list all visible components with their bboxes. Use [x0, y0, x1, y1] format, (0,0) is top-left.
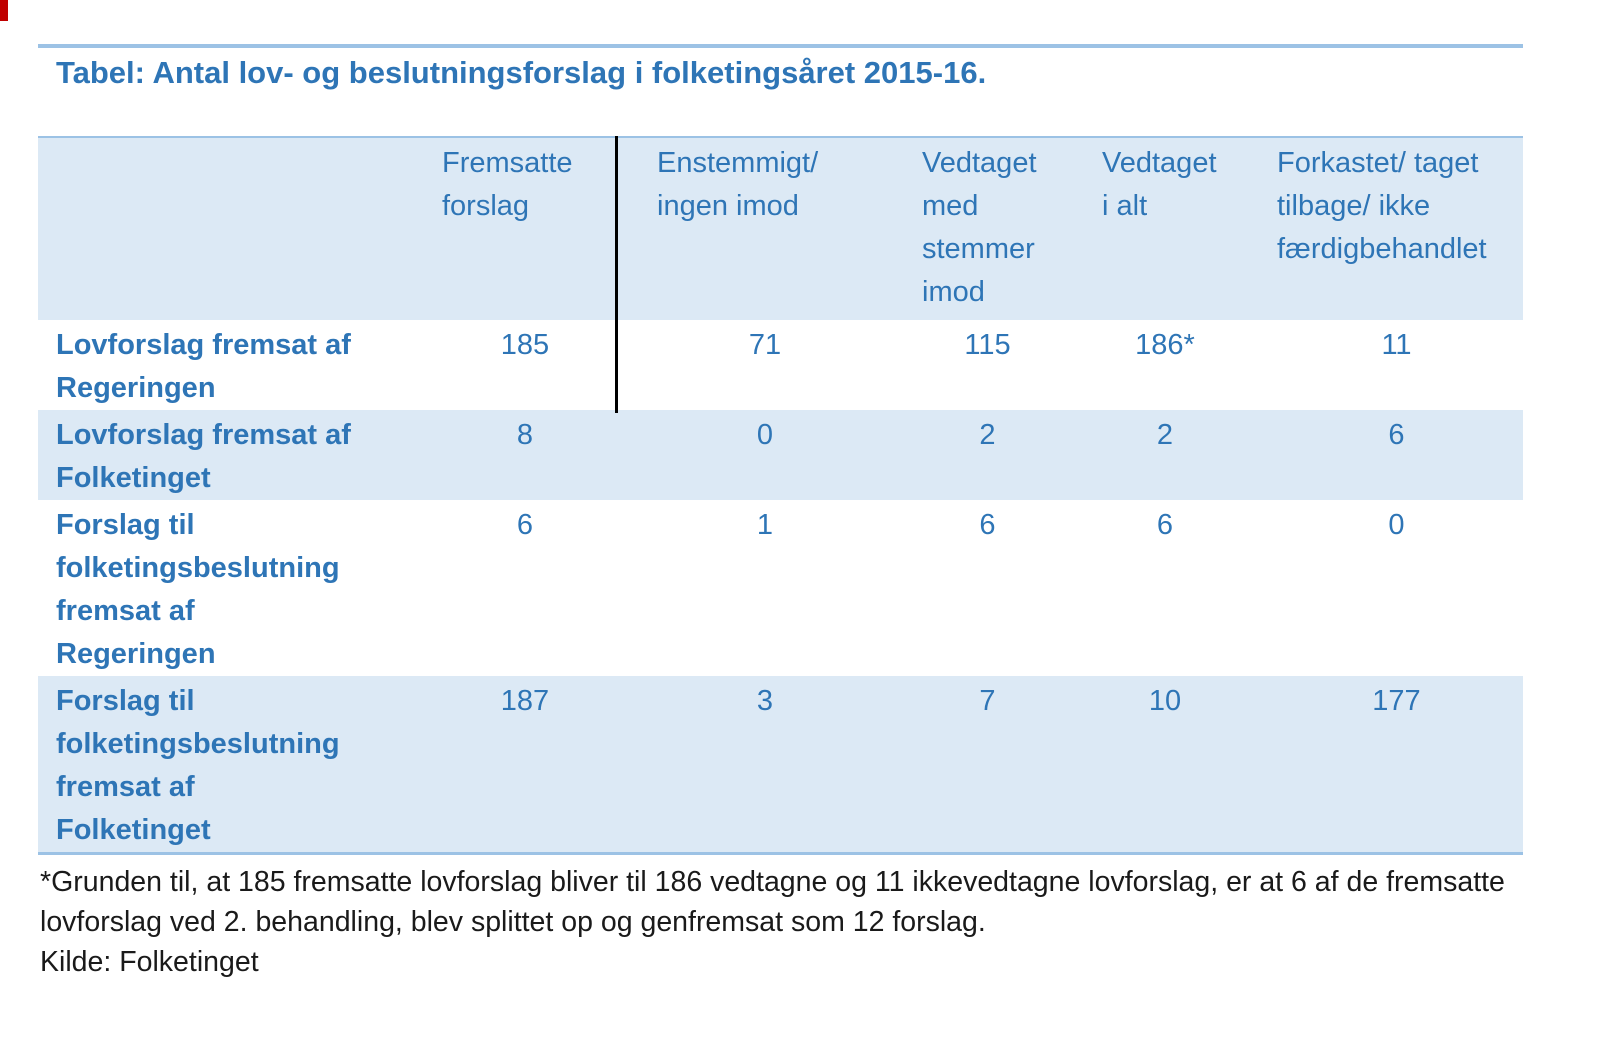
row-label: Forslag til folketingsbeslutning fremsat… — [38, 676, 400, 854]
value-cell-r4-c5: 177 — [1235, 676, 1523, 854]
value-cell-r4-c3: 7 — [880, 676, 1060, 854]
header-cell-3: Vedtaget med stemmer imod — [880, 137, 1060, 320]
table-row: Lovforslag fremsat af Folketinget 8 0 2 2 6 — [38, 410, 1523, 500]
value-cell-r2-c1: 8 — [400, 410, 615, 500]
table-row: Forslag til folketingsbeslutning fremsat… — [38, 676, 1523, 854]
value-cell-r3-c5: 0 — [1235, 500, 1523, 676]
column-divider-line — [615, 136, 618, 413]
value-cell-r3-c2: 1 — [615, 500, 880, 676]
value-cell-r4-c4: 10 — [1060, 676, 1235, 854]
table-row: Forslag til folketingsbeslutning fremsat… — [38, 500, 1523, 676]
header-cell-4: Vedtaget i alt — [1060, 137, 1235, 320]
value-cell-r1-c1: 185 — [400, 320, 615, 410]
footnote-text: *Grunden til, at 185 fremsatte lovforsla… — [40, 866, 1505, 938]
table-row: Lovforslag fremsat af Regeringen 185 71 115… — [38, 320, 1523, 410]
corner-red-mark — [0, 0, 8, 21]
table-header-row: Fremsatte forslag Enstemmigt/ ingen imod V… — [38, 137, 1523, 320]
value-cell-r1-c4: 186* — [1060, 320, 1235, 410]
header-cell-2: Enstemmigt/ ingen imod — [615, 137, 880, 320]
value-cell-r2-c4: 2 — [1060, 410, 1235, 500]
footnote-block: *Grunden til, at 185 fremsatte lovforsla… — [40, 862, 1530, 982]
row-label: Lovforslag fremsat af Regeringen — [38, 320, 400, 410]
value-cell-r2-c3: 2 — [880, 410, 1060, 500]
value-cell-r3-c3: 6 — [880, 500, 1060, 676]
value-cell-r4-c2: 3 — [615, 676, 880, 854]
proposals-table: Fremsatte forslag Enstemmigt/ ingen imod V… — [38, 136, 1523, 855]
top-horizontal-rule — [38, 44, 1523, 48]
table-body: Lovforslag fremsat af Regeringen 185 71 115… — [38, 320, 1523, 854]
source-text: Kilde: Folketinget — [40, 946, 259, 978]
table-title: Tabel: Antal lov- og beslutningsforslag … — [56, 55, 987, 90]
value-cell-r2-c5: 6 — [1235, 410, 1523, 500]
value-cell-r2-c2: 0 — [615, 410, 880, 500]
value-cell-r4-c1: 187 — [400, 676, 615, 854]
row-label: Forslag til folketingsbeslutning fremsat… — [38, 500, 400, 676]
value-cell-r3-c4: 6 — [1060, 500, 1235, 676]
value-cell-r3-c1: 6 — [400, 500, 615, 676]
header-cell-5: Forkastet/ taget tilbage/ ikke færdigbeh… — [1235, 137, 1523, 320]
value-cell-r1-c5: 11 — [1235, 320, 1523, 410]
table-header: Fremsatte forslag Enstemmigt/ ingen imod V… — [38, 137, 1523, 320]
row-label: Lovforslag fremsat af Folketinget — [38, 410, 400, 500]
value-cell-r1-c2: 71 — [615, 320, 880, 410]
header-cell-1: Fremsatte forslag — [400, 137, 615, 320]
header-cell-row-labels — [38, 137, 400, 320]
value-cell-r1-c3: 115 — [880, 320, 1060, 410]
